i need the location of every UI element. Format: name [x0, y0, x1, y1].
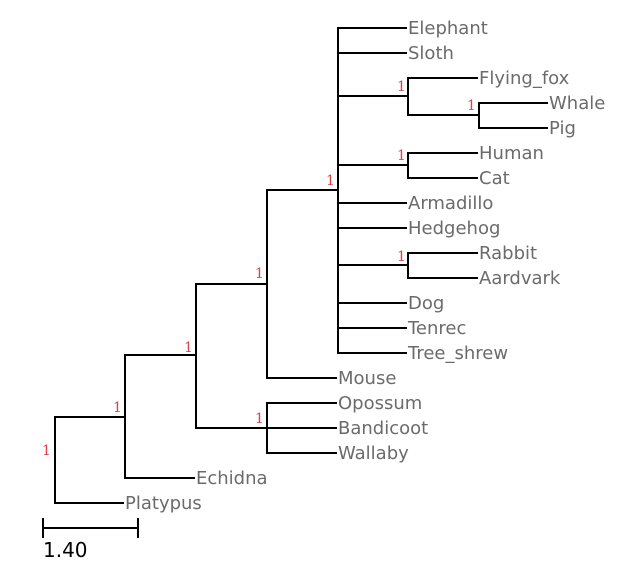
scale-bar-label: 1.40 [43, 538, 88, 562]
leaf-label-dog: Dog [408, 293, 444, 314]
leaf-label-platypus: Platypus [125, 493, 202, 514]
support-value: 1 [184, 340, 193, 356]
support-value: 1 [397, 79, 406, 95]
support-values: 1 1 1 1 1 1 1 1 1 1 [42, 79, 476, 459]
support-value: 1 [397, 249, 406, 265]
leaf-labels: Elephant Sloth Flying_fox Whale Pig Huma… [125, 18, 605, 514]
leaf-label-armadillo: Armadillo [408, 193, 493, 214]
leaf-label-sloth: Sloth [408, 43, 454, 64]
scale-bar: 1.40 [42, 518, 139, 562]
leaf-label-tree-shrew: Tree_shrew [407, 343, 508, 364]
leaf-label-cat: Cat [479, 168, 510, 189]
leaf-label-flying-fox: Flying_fox [479, 68, 570, 89]
leaf-label-echidna: Echidna [196, 468, 268, 489]
support-value: 1 [113, 400, 122, 416]
leaf-label-hedgehog: Hedgehog [408, 218, 500, 239]
leaf-label-elephant: Elephant [408, 18, 488, 39]
support-value: 1 [326, 173, 335, 189]
leaf-label-opossum: Opossum [338, 393, 422, 414]
support-value: 1 [255, 411, 264, 427]
leaf-label-tenrec: Tenrec [407, 318, 466, 339]
leaf-label-wallaby: Wallaby [338, 443, 409, 464]
leaf-label-human: Human [479, 143, 544, 164]
leaf-label-rabbit: Rabbit [479, 243, 537, 264]
leaf-label-pig: Pig [549, 118, 576, 139]
support-value: 1 [397, 148, 406, 164]
leaf-label-mouse: Mouse [338, 368, 396, 389]
leaf-label-whale: Whale [549, 93, 605, 114]
tree-branches [54, 27, 548, 504]
leaf-label-aardvark: Aardvark [479, 268, 561, 289]
support-value: 1 [467, 98, 476, 114]
leaf-label-bandicoot: Bandicoot [338, 418, 428, 439]
support-value: 1 [42, 443, 51, 459]
support-value: 1 [255, 266, 264, 282]
